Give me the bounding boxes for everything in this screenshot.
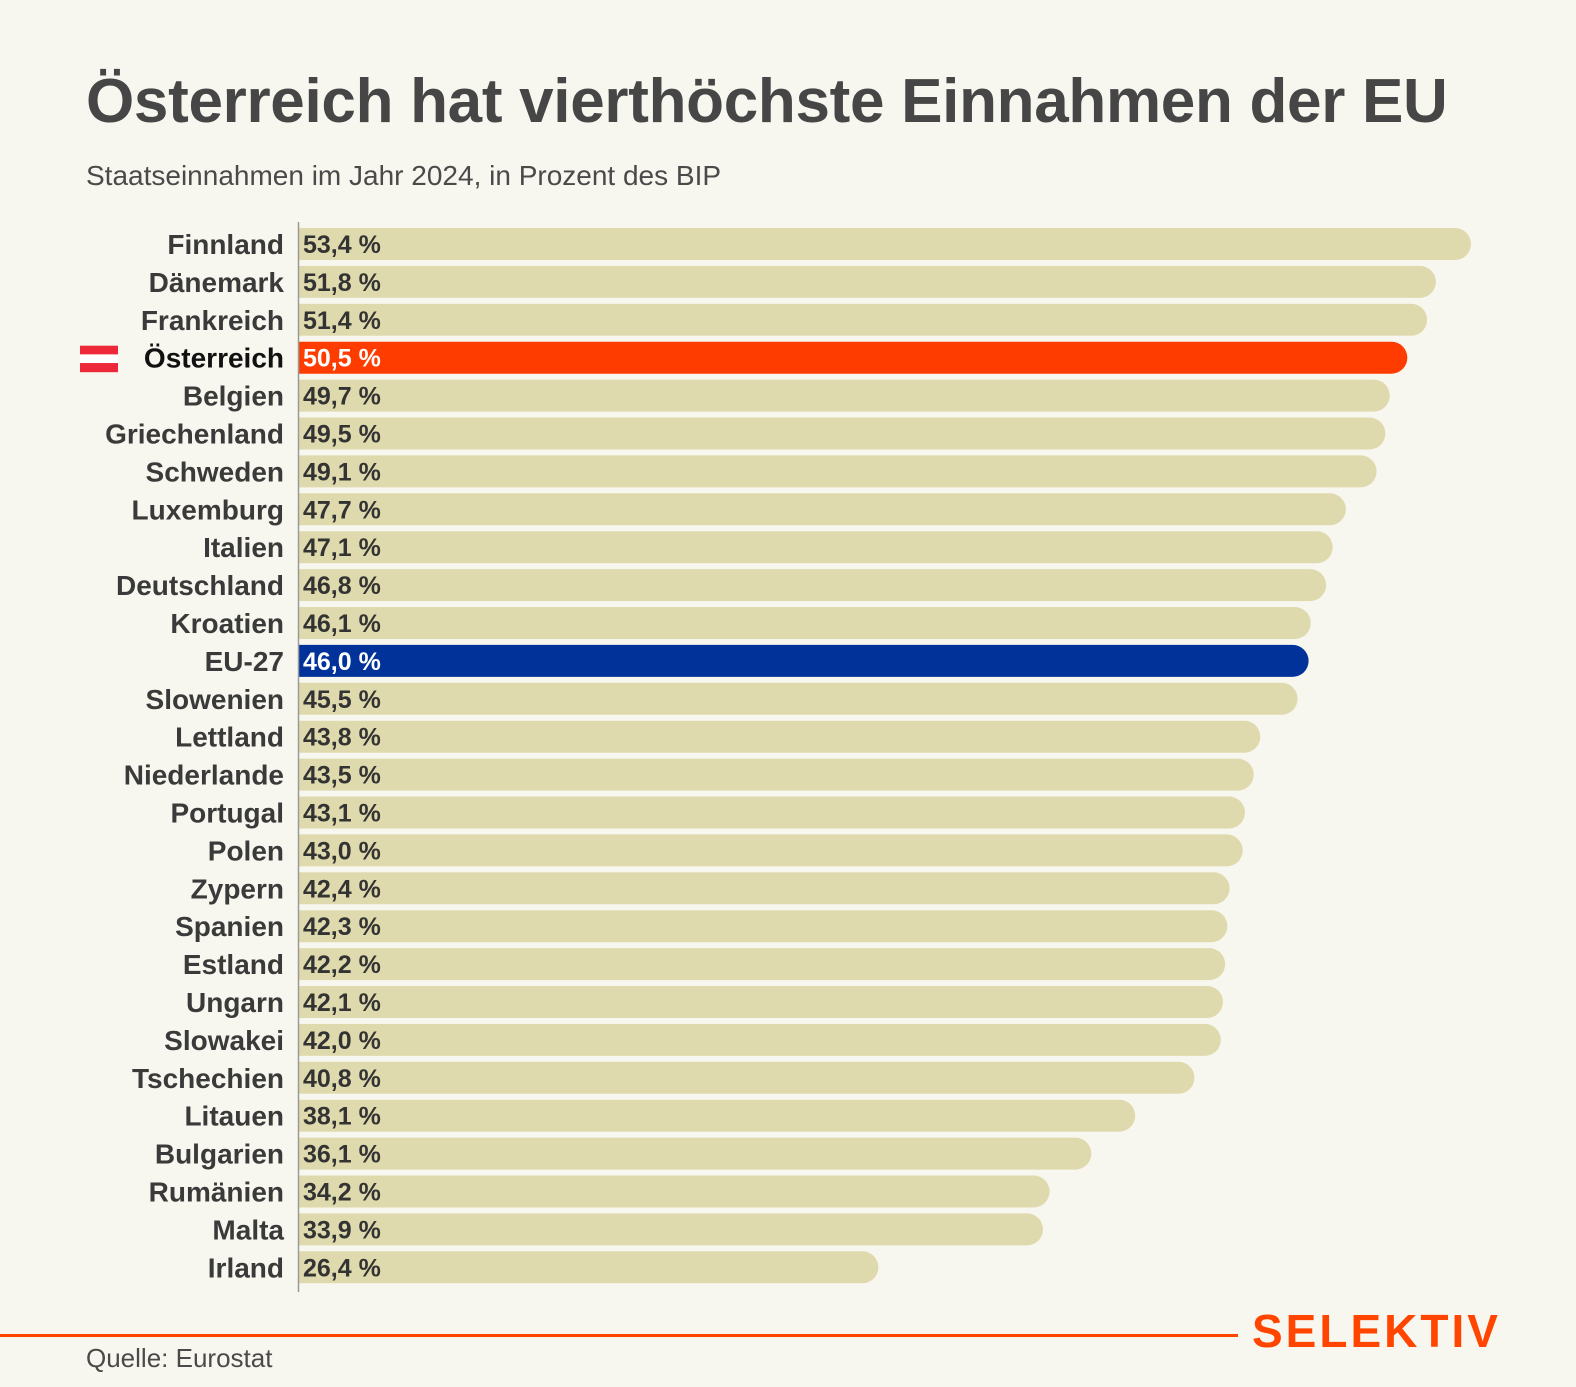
value-label-zypern: 42,4 % xyxy=(303,875,381,903)
category-label-niederlande: Niederlande xyxy=(124,760,284,791)
bar-italien xyxy=(299,531,1333,564)
category-label-slowakei: Slowakei xyxy=(164,1025,284,1056)
chart-subtitle: Staatseinnahmen im Jahr 2024, in Prozent… xyxy=(86,160,722,191)
category-label-tschechien: Tschechien xyxy=(132,1063,284,1094)
bar-slowakei xyxy=(299,1023,1221,1056)
value-label-bulgarien: 36,1 % xyxy=(303,1141,381,1169)
bar-frankreich xyxy=(299,303,1428,336)
value-label-portugal: 43,1 % xyxy=(303,800,381,828)
category-label-luxemburg: Luxemburg xyxy=(132,494,284,525)
value-label-deutschland: 46,8 % xyxy=(303,572,381,600)
bar-oesterreich xyxy=(299,341,1408,374)
category-label-rumaenien: Rumänien xyxy=(149,1177,284,1208)
category-label-italien: Italien xyxy=(203,532,284,563)
flag-stripe xyxy=(80,345,118,355)
category-label-deutschland: Deutschland xyxy=(116,570,284,601)
category-label-spanien: Spanien xyxy=(175,911,284,942)
footer-divider xyxy=(0,1334,1238,1337)
bar-finnland xyxy=(299,228,1471,260)
value-label-finnland: 53,4 % xyxy=(303,231,381,259)
bar-zypern xyxy=(299,872,1230,905)
value-label-rumaenien: 34,2 % xyxy=(303,1179,381,1207)
bar-daenemark xyxy=(299,265,1436,298)
value-label-slowakei: 42,0 % xyxy=(303,1027,381,1055)
bar-portugal xyxy=(299,796,1245,829)
bar-kroatien xyxy=(299,607,1311,639)
value-label-eu-27: 46,0 % xyxy=(303,648,381,676)
source-note: Quelle: Eurostat xyxy=(86,1343,273,1373)
value-label-slowenien: 45,5 % xyxy=(303,686,381,714)
category-label-ungarn: Ungarn xyxy=(186,987,284,1018)
category-label-lettland: Lettland xyxy=(175,722,284,753)
value-label-griechenland: 49,5 % xyxy=(303,421,381,449)
value-label-belgien: 49,7 % xyxy=(303,383,381,411)
value-label-litauen: 38,1 % xyxy=(303,1103,381,1131)
category-label-bulgarien: Bulgarien xyxy=(155,1139,284,1170)
value-label-estland: 42,2 % xyxy=(303,951,381,979)
value-label-spanien: 42,3 % xyxy=(303,913,381,941)
bar-tschechien xyxy=(299,1061,1195,1094)
value-label-frankreich: 51,4 % xyxy=(303,307,381,335)
value-label-malta: 33,9 % xyxy=(303,1216,381,1244)
category-label-schweden: Schweden xyxy=(146,456,284,487)
bar-chart: 53,4 % Finnland 51,8 % Dänemark 51,4 % Frankr… xyxy=(80,222,1471,1292)
flag-stripe xyxy=(80,354,118,364)
category-label-estland: Estland xyxy=(183,949,284,980)
bar-ungarn xyxy=(299,986,1223,1018)
category-label-irland: Irland xyxy=(208,1252,284,1283)
category-label-slowenien: Slowenien xyxy=(146,684,284,715)
bar-polen xyxy=(299,834,1243,867)
bar-schweden xyxy=(299,455,1377,488)
bar-luxemburg xyxy=(299,493,1346,526)
bar-litauen xyxy=(299,1099,1136,1132)
value-label-irland: 26,4 % xyxy=(303,1254,381,1282)
value-label-ungarn: 42,1 % xyxy=(303,989,381,1017)
bar-rumaenien xyxy=(299,1175,1050,1208)
category-label-kroatien: Kroatien xyxy=(170,608,284,639)
value-label-tschechien: 40,8 % xyxy=(303,1065,381,1093)
category-label-griechenland: Griechenland xyxy=(105,419,284,450)
bar-irland xyxy=(299,1251,879,1284)
value-label-schweden: 49,1 % xyxy=(303,458,381,486)
category-label-portugal: Portugal xyxy=(170,798,284,829)
bar-estland xyxy=(299,948,1226,981)
value-label-kroatien: 46,1 % xyxy=(303,610,381,638)
bar-eu-27 xyxy=(299,644,1309,677)
bar-belgien xyxy=(299,379,1390,412)
brand-logo: SELEKTIV xyxy=(1252,1305,1501,1357)
bar-spanien xyxy=(299,910,1228,943)
category-label-belgien: Belgien xyxy=(183,381,284,412)
category-label-polen: Polen xyxy=(208,835,284,866)
category-label-finnland: Finnland xyxy=(167,229,284,260)
category-label-frankreich: Frankreich xyxy=(141,305,284,336)
austria-flag-icon xyxy=(80,345,118,373)
value-label-oesterreich: 50,5 % xyxy=(303,345,381,373)
category-label-eu-27: EU-27 xyxy=(205,646,284,677)
chart-title: Österreich hat vierthöchste Einnahmen de… xyxy=(86,67,1448,136)
category-label-zypern: Zypern xyxy=(191,873,284,904)
value-label-italien: 47,1 % xyxy=(303,534,381,562)
bars-group: 53,4 % Finnland 51,8 % Dänemark 51,4 % Frankr… xyxy=(80,228,1471,1284)
bar-griechenland xyxy=(299,417,1386,450)
flag-stripe xyxy=(80,363,118,373)
value-label-lettland: 43,8 % xyxy=(303,724,381,752)
bar-malta xyxy=(299,1213,1044,1246)
category-label-malta: Malta xyxy=(212,1214,284,1245)
value-label-luxemburg: 47,7 % xyxy=(303,496,381,524)
bar-bulgarien xyxy=(299,1137,1092,1170)
bar-slowenien xyxy=(299,682,1298,715)
value-label-daenemark: 51,8 % xyxy=(303,269,381,297)
value-label-niederlande: 43,5 % xyxy=(303,762,381,790)
category-label-oesterreich: Österreich xyxy=(144,343,284,374)
category-label-litauen: Litauen xyxy=(184,1101,284,1132)
value-label-polen: 43,0 % xyxy=(303,837,381,865)
bar-deutschland xyxy=(299,569,1327,602)
bar-lettland xyxy=(299,720,1261,753)
category-label-daenemark: Dänemark xyxy=(149,267,285,298)
bar-niederlande xyxy=(299,758,1254,791)
